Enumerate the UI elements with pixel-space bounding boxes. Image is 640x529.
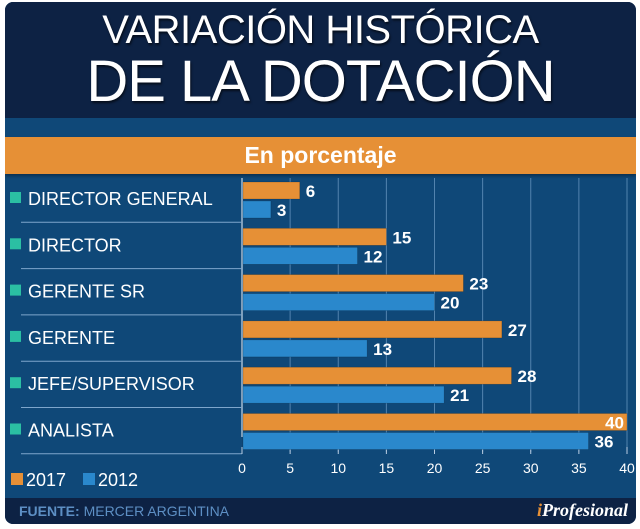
bar-2012	[242, 432, 589, 450]
infographic-panel: VARIACIÓN HISTÓRICA DE LA DOTACIÓN En po…	[5, 2, 636, 524]
bar-2012	[242, 339, 368, 358]
category-label: GERENTE	[28, 328, 115, 348]
x-tick-label: 15	[379, 460, 395, 476]
x-tick-label: 25	[475, 460, 491, 476]
x-tick-label: 40	[619, 460, 635, 476]
data-label: 40	[605, 414, 624, 433]
category-label: GERENTE SR	[28, 282, 145, 302]
category-marker-icon	[10, 284, 21, 296]
source-label: FUENTE:	[19, 503, 80, 519]
data-label: 21	[450, 386, 469, 405]
legend-label: 2017	[26, 470, 66, 490]
data-label: 28	[518, 367, 537, 386]
header: VARIACIÓN HISTÓRICA DE LA DOTACIÓN	[5, 2, 636, 118]
legend-swatch-icon	[83, 473, 95, 485]
category-marker-icon	[10, 377, 21, 389]
data-label: 6	[306, 182, 315, 201]
data-label: 23	[469, 275, 488, 294]
category-label: JEFE/SUPERVISOR	[28, 374, 195, 394]
bar-2012	[242, 200, 272, 219]
category-marker-icon	[10, 192, 21, 203]
data-label: 27	[508, 321, 527, 340]
data-label: 13	[373, 340, 392, 359]
brand-logo-text: Profesional	[541, 500, 628, 520]
footer: FUENTE: MERCER ARGENTINA iProfesional	[5, 498, 636, 524]
category-marker-icon	[10, 238, 21, 250]
data-label: 36	[595, 433, 614, 452]
bar-chart: DIRECTOR GENERAL 6 3 DIRECTOR 15 12 GERENTE SR…	[10, 178, 635, 490]
bar-2017	[242, 274, 464, 292]
bar-2012	[242, 247, 358, 265]
x-tick-label: 20	[427, 460, 443, 476]
data-label: 20	[441, 294, 460, 313]
title-line-1: VARIACIÓN HISTÓRICA	[102, 8, 539, 52]
data-label: 15	[392, 228, 411, 247]
category-label: DIRECTOR	[28, 235, 122, 255]
category-label: ANALISTA	[28, 421, 114, 441]
bar-2017	[242, 366, 512, 385]
data-label: 3	[277, 201, 286, 220]
bar-2012	[242, 293, 435, 311]
header-divider-band	[5, 118, 636, 138]
subtitle: En porcentaje	[244, 142, 397, 168]
legend-label: 2012	[98, 470, 138, 490]
bar-2017	[242, 181, 301, 200]
data-label: 12	[364, 247, 383, 266]
x-tick-label: 10	[330, 460, 346, 476]
category-label: DIRECTOR GENERAL	[28, 189, 213, 209]
x-tick-label: 35	[571, 460, 587, 476]
x-tick-label: 5	[286, 460, 294, 476]
bar-2017	[242, 228, 387, 246]
brand-logo: iProfesional	[537, 500, 628, 521]
bar-2017	[242, 413, 628, 431]
bar-2017	[242, 320, 503, 339]
source-text: FUENTE: MERCER ARGENTINA	[19, 503, 229, 519]
brand-logo-prefix: i	[536, 500, 542, 520]
bar-2012	[242, 385, 445, 404]
legend-swatch-icon	[11, 473, 23, 485]
x-tick-label: 30	[523, 460, 539, 476]
source-value: MERCER ARGENTINA	[83, 503, 230, 519]
x-tick-label: 0	[238, 460, 246, 476]
title-line-2: DE LA DOTACIÓN	[86, 49, 555, 114]
category-marker-icon	[10, 330, 21, 342]
subtitle-band: En porcentaje	[5, 137, 636, 174]
category-marker-icon	[10, 423, 21, 435]
